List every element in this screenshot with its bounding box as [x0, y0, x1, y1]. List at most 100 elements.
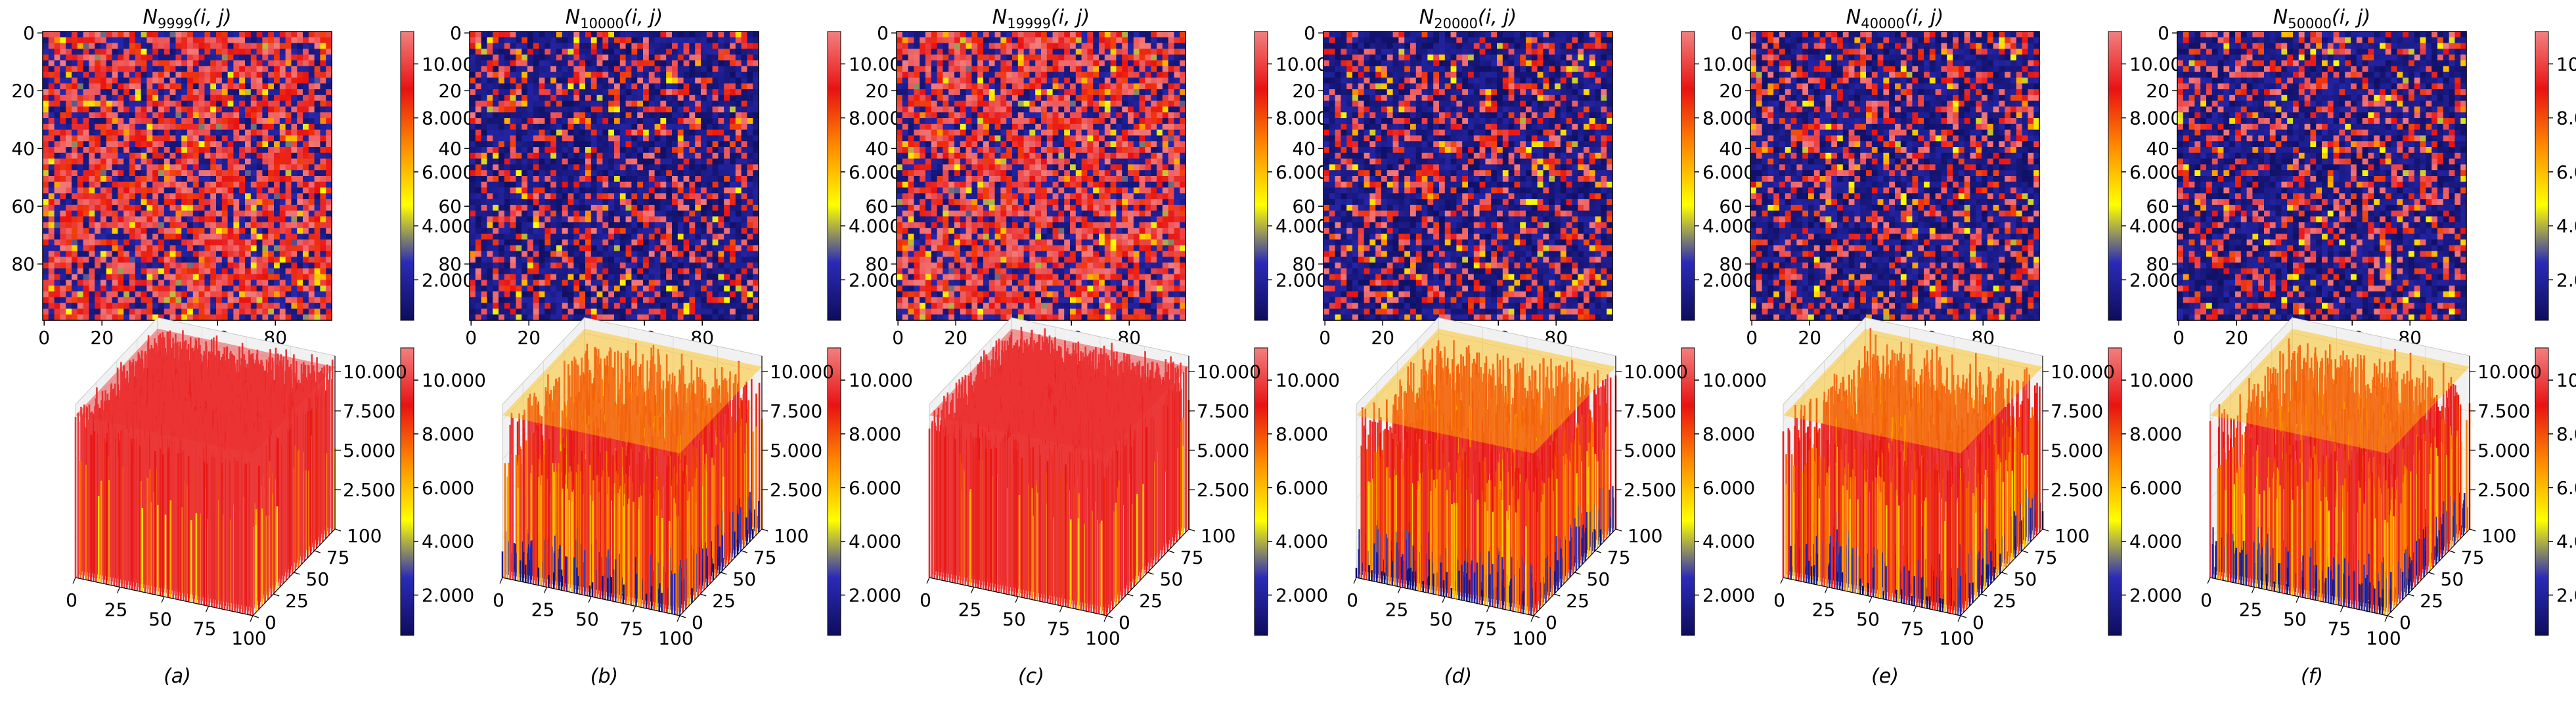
- heatmap-cell: [285, 83, 292, 90]
- heatmap-cell: [106, 257, 113, 263]
- heatmap-cell: [54, 141, 60, 148]
- heatmap-cell: [198, 164, 205, 171]
- heatmap-cell: [210, 164, 217, 171]
- heatmap-cell: [210, 135, 217, 142]
- heatmap-cell: [314, 152, 321, 159]
- heatmap-cell: [279, 245, 286, 251]
- heatmap-cell: [648, 49, 655, 55]
- heatmap-cell: [48, 314, 55, 321]
- heatmap-cell: [216, 123, 223, 131]
- heatmap-cell: [216, 118, 223, 125]
- heatmap-cell: [268, 291, 275, 298]
- heatmap-cell: [146, 210, 153, 217]
- heatmap-cell: [262, 210, 269, 217]
- heatmap-cell: [83, 187, 89, 194]
- heatmap-cell: [672, 32, 678, 38]
- heatmap-cell: [164, 123, 171, 131]
- heatmap-cell: [550, 54, 557, 61]
- heatmap-cell: [585, 32, 592, 38]
- heatmap-cell: [689, 43, 696, 49]
- heatmap-cell: [106, 274, 113, 280]
- heatmap-cell: [262, 164, 269, 171]
- heatmap-cell: [198, 118, 205, 125]
- heatmap-cell: [152, 60, 159, 67]
- heatmap-cell: [66, 100, 72, 107]
- heatmap-cell: [504, 66, 511, 73]
- heatmap-cell: [169, 72, 176, 78]
- heatmap-cell: [637, 72, 644, 78]
- heatmap-cell: [66, 164, 72, 171]
- heatmap-cell: [216, 112, 223, 119]
- heatmap-cell: [158, 274, 165, 280]
- heatmap-cell: [268, 164, 275, 171]
- heatmap-cell: [89, 210, 95, 217]
- heatmap-cell: [204, 303, 211, 309]
- heatmap-cell: [654, 72, 661, 78]
- heatmap-cell: [262, 187, 269, 194]
- heatmap-cell: [579, 72, 586, 78]
- heatmap-cell: [320, 158, 326, 165]
- surface-x-tick-label: 0: [66, 589, 78, 611]
- heatmap-cell: [239, 106, 246, 113]
- heatmap-cell: [706, 37, 713, 44]
- heatmap-cell: [169, 286, 176, 292]
- heatmap-cell: [135, 176, 142, 182]
- heatmap-cell: [326, 216, 332, 223]
- heatmap-cell: [619, 54, 627, 61]
- heatmap-cell: [181, 205, 188, 211]
- heatmap-cell: [146, 205, 153, 211]
- heatmap-cell: [245, 37, 252, 44]
- heatmap-cell: [256, 308, 263, 315]
- heatmap-cell: [118, 205, 124, 211]
- heatmap-cell: [106, 268, 113, 275]
- heatmap-cell: [118, 152, 124, 159]
- heatmap-cell: [118, 297, 124, 304]
- heatmap-cell: [198, 291, 205, 298]
- heatmap-cell: [54, 100, 60, 107]
- heatmap-cell: [198, 263, 205, 269]
- heatmap-cell: [112, 303, 118, 309]
- heatmap-cell: [544, 77, 551, 84]
- heatmap-cell: [112, 245, 118, 251]
- heatmap-cell: [279, 251, 286, 257]
- heatmap-cell: [169, 268, 176, 275]
- heatmap-cell: [89, 239, 95, 246]
- heatmap-cell: [164, 291, 171, 298]
- heatmap-cell: [95, 251, 101, 257]
- heatmap-cell: [175, 83, 182, 90]
- heatmap-cell: [493, 32, 499, 38]
- heatmap-cell: [239, 268, 246, 275]
- heatmap-cell: [210, 210, 217, 217]
- heatmap-cell: [72, 251, 78, 257]
- heatmap-cell: [54, 43, 60, 49]
- heatmap-cell: [123, 158, 130, 165]
- heatmap-cell: [268, 141, 275, 148]
- heatmap-cell: [210, 257, 217, 263]
- heatmap-cell: [245, 286, 252, 292]
- heatmap-cell: [326, 112, 332, 119]
- heatmap-cell: [274, 297, 280, 304]
- heatmap-cell: [262, 32, 269, 38]
- heatmap-cell: [112, 239, 118, 246]
- heatmap-cell: [326, 66, 332, 73]
- heatmap-cell: [181, 176, 188, 182]
- heatmap-cell: [239, 176, 246, 182]
- heatmap-cell: [741, 60, 747, 67]
- heatmap-cell: [245, 280, 252, 286]
- heatmap-cell: [585, 37, 592, 44]
- heatmap-cell: [66, 123, 72, 131]
- heatmap-cell: [100, 100, 107, 107]
- heatmap-cell: [210, 291, 217, 298]
- heatmap-cell: [666, 60, 673, 67]
- heatmap-cell: [66, 251, 72, 257]
- heatmap-cell: [314, 100, 321, 107]
- heatmap-cell: [291, 239, 298, 246]
- heatmap-cell: [112, 181, 118, 188]
- heatmap-cell: [245, 303, 252, 309]
- heatmap-cell: [481, 37, 487, 44]
- heatmap-cell: [233, 291, 240, 298]
- heatmap-cell: [83, 170, 89, 177]
- heatmap-cell: [672, 43, 678, 49]
- heatmap-cell: [129, 54, 136, 61]
- heatmap-cell: [158, 222, 165, 228]
